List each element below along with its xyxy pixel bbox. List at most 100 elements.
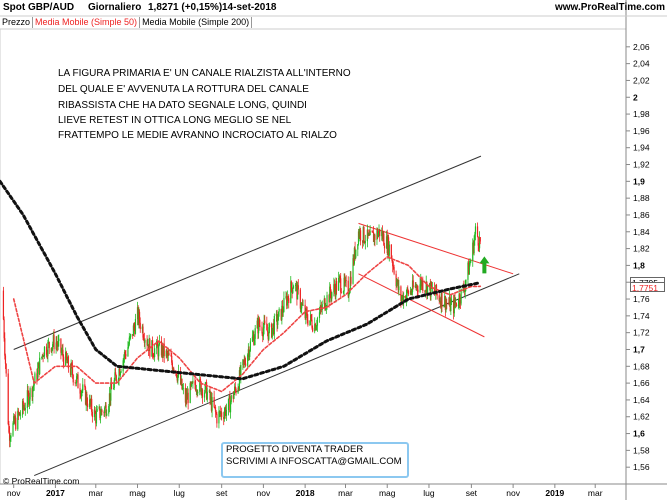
candle-body — [123, 357, 125, 361]
candle-body — [281, 305, 283, 320]
candle-body — [387, 237, 389, 253]
candle-body — [119, 368, 121, 376]
candle-body — [424, 290, 426, 292]
y-tick-label: 1,74 — [633, 311, 650, 321]
candle-body — [249, 350, 251, 357]
candle-body — [266, 330, 269, 332]
candle-body — [56, 342, 58, 345]
candle-body — [115, 375, 117, 382]
legend-ma200[interactable]: Media Mobile (Simple 200) — [140, 17, 253, 28]
candle-body — [86, 403, 89, 408]
candle-body — [132, 325, 135, 336]
candle-body — [60, 352, 63, 353]
y-tick-label: 1,62 — [633, 412, 650, 422]
candle-body — [148, 339, 150, 351]
x-tick-label: 2019 — [545, 488, 564, 498]
y-tick-label: 1,94 — [633, 143, 650, 153]
contact-box: PROGETTO DIVENTA TRADER SCRIVIMI A INFOS… — [221, 442, 409, 478]
candle-body — [282, 311, 284, 313]
candle-body — [177, 375, 179, 381]
candle-body — [352, 258, 354, 284]
candle-body — [76, 374, 78, 377]
legend-ma50[interactable]: Media Mobile (Simple 50) — [33, 17, 141, 28]
candle-body — [238, 387, 240, 390]
candle-body — [162, 344, 164, 356]
candle-body — [96, 408, 98, 412]
candle-body — [430, 282, 432, 297]
x-tick-label: nov — [506, 488, 520, 498]
candle-body — [294, 284, 297, 287]
candle-body — [128, 337, 130, 345]
candle-body — [463, 289, 466, 293]
candle-body — [85, 394, 87, 405]
candle-body — [366, 229, 368, 242]
candle-body — [310, 314, 312, 321]
candle-body — [91, 398, 93, 412]
candle-body — [458, 294, 460, 305]
candle-body — [271, 327, 273, 338]
candle-body — [311, 319, 313, 328]
candle-body — [129, 336, 131, 338]
x-tick-label: 2018 — [296, 488, 315, 498]
candle-body — [93, 409, 96, 418]
candle-body — [297, 285, 299, 300]
candle-body — [290, 281, 293, 288]
candle-body — [199, 378, 201, 392]
candle-body — [147, 344, 150, 351]
candle-body — [276, 313, 278, 325]
candle-body — [114, 372, 116, 381]
candle-body — [58, 338, 60, 342]
candle-body — [364, 241, 366, 243]
candle-body — [213, 397, 215, 407]
candle-body — [381, 231, 384, 239]
candle-body — [342, 291, 345, 293]
candle-body — [110, 383, 113, 390]
candle-body — [424, 290, 427, 292]
candle-body — [190, 382, 193, 386]
candle-body — [467, 262, 469, 280]
candle-body — [2, 290, 5, 320]
candle-body — [10, 435, 12, 439]
candle-body — [386, 236, 388, 253]
candle-body — [287, 296, 289, 299]
y-tick-label: 2,06 — [633, 42, 650, 52]
candle-body — [46, 354, 48, 357]
candle-body — [43, 356, 45, 358]
candle-body — [372, 232, 375, 242]
channel-upper-line — [13, 155, 482, 350]
candle-body — [301, 303, 303, 305]
candle-body — [109, 393, 111, 401]
candle-body — [182, 387, 184, 389]
candle-body — [350, 276, 352, 284]
candle-body — [373, 234, 375, 242]
candle-body — [32, 385, 35, 388]
candle-body — [19, 412, 21, 416]
candle-body — [463, 285, 465, 290]
candle-body — [416, 285, 418, 288]
candle-body — [295, 284, 297, 286]
candle-body — [100, 409, 102, 416]
candle-body — [166, 350, 168, 353]
candle-body — [209, 390, 211, 400]
candle-body — [440, 293, 442, 308]
candle-body — [425, 282, 427, 291]
candle-body — [225, 409, 228, 416]
candle-body — [176, 376, 178, 381]
legend-price[interactable]: Prezzo — [0, 17, 34, 28]
candle-body — [48, 342, 50, 349]
candle-body — [201, 389, 203, 395]
candle-body — [134, 327, 136, 334]
candle-body — [60, 338, 62, 353]
candle-body — [63, 356, 65, 366]
quote-label: 1,8271 (+0,15%) — [148, 2, 223, 13]
candle-body — [392, 261, 394, 267]
candle-body — [90, 398, 92, 405]
candle-body — [267, 331, 269, 340]
candle-body — [47, 342, 49, 357]
candle-body — [218, 411, 220, 424]
candle-body — [84, 387, 87, 405]
candle-body — [395, 273, 397, 286]
candle-body — [104, 405, 106, 408]
annotation-line-5: FRATTEMPO LE MEDIE AVRANNO INCROCIATO AL… — [58, 130, 337, 141]
candle-body — [353, 258, 355, 264]
